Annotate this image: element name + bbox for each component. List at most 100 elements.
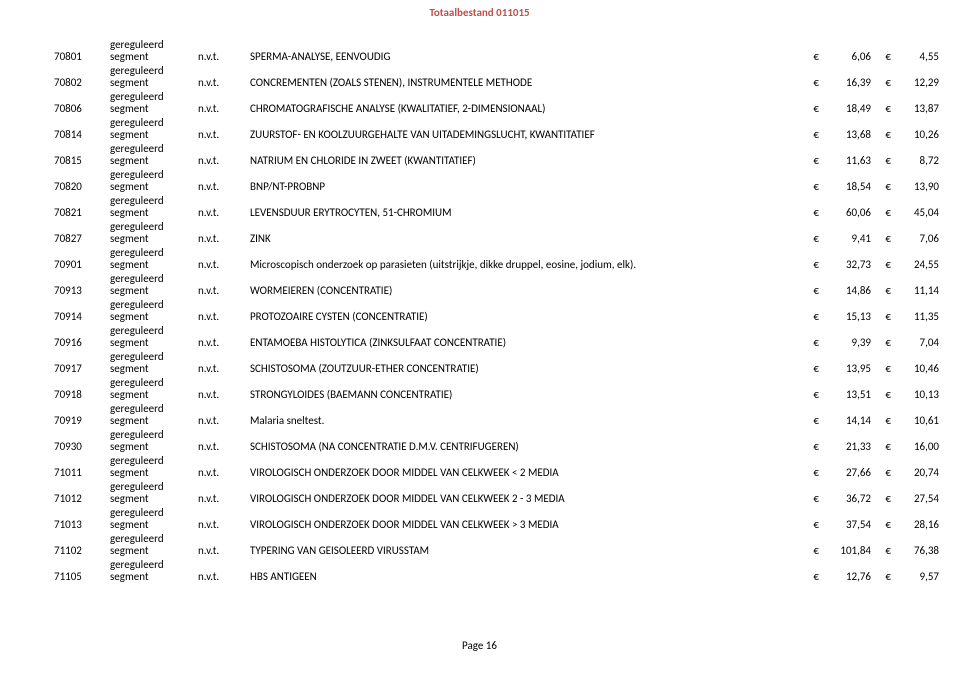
cell-value-2: 7,04 xyxy=(891,336,939,349)
table-row: 70918gereguleerdsegmentn.v.t.STRONGYLOID… xyxy=(54,375,939,401)
table-row: 70914gereguleerdsegmentn.v.t.PROTOZOAIRE… xyxy=(54,297,939,323)
euro-icon: € xyxy=(877,76,891,89)
cell-desc: NATRIUM EN CHLORIDE IN ZWEET (KWANTITATI… xyxy=(250,154,807,167)
page-footer: Page 16 xyxy=(0,583,959,652)
cell-code: 71011 xyxy=(54,466,110,479)
euro-icon: € xyxy=(807,154,819,167)
euro-icon: € xyxy=(877,258,891,271)
table-body: 70801gereguleerdsegmentn.v.t.SPERMA-ANAL… xyxy=(0,37,959,583)
cell-value-1: 13,51 xyxy=(819,388,877,401)
table-row: 70806gereguleerdsegmentn.v.t.CHROMATOGRA… xyxy=(54,89,939,115)
table-row: 70814gereguleerdsegmentn.v.t.ZUURSTOF- E… xyxy=(54,115,939,141)
cell-code: 71012 xyxy=(54,492,110,505)
euro-icon: € xyxy=(807,180,819,193)
euro-icon: € xyxy=(877,50,891,63)
cell-value-1: 18,49 xyxy=(819,102,877,115)
cell-value-1: 37,54 xyxy=(819,518,877,531)
cell-desc: SCHISTOSOMA (NA CONCENTRATIE D.M.V. CENT… xyxy=(250,440,807,453)
cell-desc: ZINK xyxy=(250,232,807,245)
cell-value-2: 20,74 xyxy=(891,466,939,479)
cell-segment: gereguleerdsegment xyxy=(110,221,198,245)
euro-icon: € xyxy=(877,466,891,479)
cell-code: 70919 xyxy=(54,414,110,427)
cell-value-2: 10,13 xyxy=(891,388,939,401)
euro-icon: € xyxy=(877,102,891,115)
cell-value-2: 27,54 xyxy=(891,492,939,505)
euro-icon: € xyxy=(807,76,819,89)
cell-segment: gereguleerdsegment xyxy=(110,429,198,453)
cell-code: 70821 xyxy=(54,206,110,219)
cell-code: 70914 xyxy=(54,310,110,323)
cell-nvt: n.v.t. xyxy=(198,258,250,271)
euro-icon: € xyxy=(877,284,891,297)
table-row: 70913gereguleerdsegmentn.v.t.WORMEIEREN … xyxy=(54,271,939,297)
cell-value-2: 11,35 xyxy=(891,310,939,323)
cell-value-1: 32,73 xyxy=(819,258,877,271)
cell-desc: Malaria sneltest. xyxy=(250,414,807,427)
cell-desc: HBS ANTIGEEN xyxy=(250,570,807,583)
cell-segment: gereguleerdsegment xyxy=(110,65,198,89)
euro-icon: € xyxy=(807,128,819,141)
cell-code: 70806 xyxy=(54,102,110,115)
cell-value-1: 14,14 xyxy=(819,414,877,427)
cell-nvt: n.v.t. xyxy=(198,388,250,401)
euro-icon: € xyxy=(877,492,891,505)
euro-icon: € xyxy=(877,206,891,219)
cell-value-2: 76,38 xyxy=(891,544,939,557)
cell-code: 70918 xyxy=(54,388,110,401)
cell-nvt: n.v.t. xyxy=(198,76,250,89)
cell-nvt: n.v.t. xyxy=(198,336,250,349)
cell-value-2: 24,55 xyxy=(891,258,939,271)
cell-nvt: n.v.t. xyxy=(198,362,250,375)
cell-code: 71102 xyxy=(54,544,110,557)
euro-icon: € xyxy=(807,232,819,245)
cell-value-2: 7,06 xyxy=(891,232,939,245)
cell-value-1: 18,54 xyxy=(819,180,877,193)
table-row: 70821gereguleerdsegmentn.v.t.LEVENSDUUR … xyxy=(54,193,939,219)
cell-segment: gereguleerdsegment xyxy=(110,455,198,479)
cell-segment: gereguleerdsegment xyxy=(110,481,198,505)
cell-code: 70916 xyxy=(54,336,110,349)
cell-segment: gereguleerdsegment xyxy=(110,507,198,531)
page-title: Totaalbestand 011015 xyxy=(0,0,959,37)
cell-value-2: 28,16 xyxy=(891,518,939,531)
cell-nvt: n.v.t. xyxy=(198,128,250,141)
cell-nvt: n.v.t. xyxy=(198,570,250,583)
table-row: 70820gereguleerdsegmentn.v.t.BNP/NT-PROB… xyxy=(54,167,939,193)
cell-segment: gereguleerdsegment xyxy=(110,377,198,401)
cell-desc: SCHISTOSOMA (ZOUTZUUR-ETHER CONCENTRATIE… xyxy=(250,362,807,375)
cell-nvt: n.v.t. xyxy=(198,544,250,557)
cell-code: 70901 xyxy=(54,258,110,271)
cell-nvt: n.v.t. xyxy=(198,440,250,453)
euro-icon: € xyxy=(877,414,891,427)
euro-icon: € xyxy=(877,180,891,193)
euro-icon: € xyxy=(807,206,819,219)
cell-value-2: 13,90 xyxy=(891,180,939,193)
euro-icon: € xyxy=(807,258,819,271)
cell-segment: gereguleerdsegment xyxy=(110,325,198,349)
euro-icon: € xyxy=(877,154,891,167)
cell-nvt: n.v.t. xyxy=(198,466,250,479)
cell-segment: gereguleerdsegment xyxy=(110,91,198,115)
cell-code: 70814 xyxy=(54,128,110,141)
euro-icon: € xyxy=(807,102,819,115)
table-row: 70802gereguleerdsegmentn.v.t.CONCREMENTE… xyxy=(54,63,939,89)
cell-value-2: 11,14 xyxy=(891,284,939,297)
cell-value-2: 45,04 xyxy=(891,206,939,219)
cell-desc: LEVENSDUUR ERYTROCYTEN, 51-CHROMIUM xyxy=(250,206,807,219)
table-row: 71013gereguleerdsegmentn.v.t.VIROLOGISCH… xyxy=(54,505,939,531)
cell-segment: gereguleerdsegment xyxy=(110,559,198,583)
cell-code: 70930 xyxy=(54,440,110,453)
euro-icon: € xyxy=(877,440,891,453)
euro-icon: € xyxy=(877,518,891,531)
cell-nvt: n.v.t. xyxy=(198,102,250,115)
table-row: 70916gereguleerdsegmentn.v.t.ENTAMOEBA H… xyxy=(54,323,939,349)
euro-icon: € xyxy=(877,544,891,557)
cell-desc: VIROLOGISCH ONDERZOEK DOOR MIDDEL VAN CE… xyxy=(250,518,807,531)
cell-value-2: 12,29 xyxy=(891,76,939,89)
cell-value-1: 36,72 xyxy=(819,492,877,505)
cell-nvt: n.v.t. xyxy=(198,284,250,297)
cell-value-2: 10,61 xyxy=(891,414,939,427)
euro-icon: € xyxy=(877,310,891,323)
cell-value-1: 12,76 xyxy=(819,570,877,583)
